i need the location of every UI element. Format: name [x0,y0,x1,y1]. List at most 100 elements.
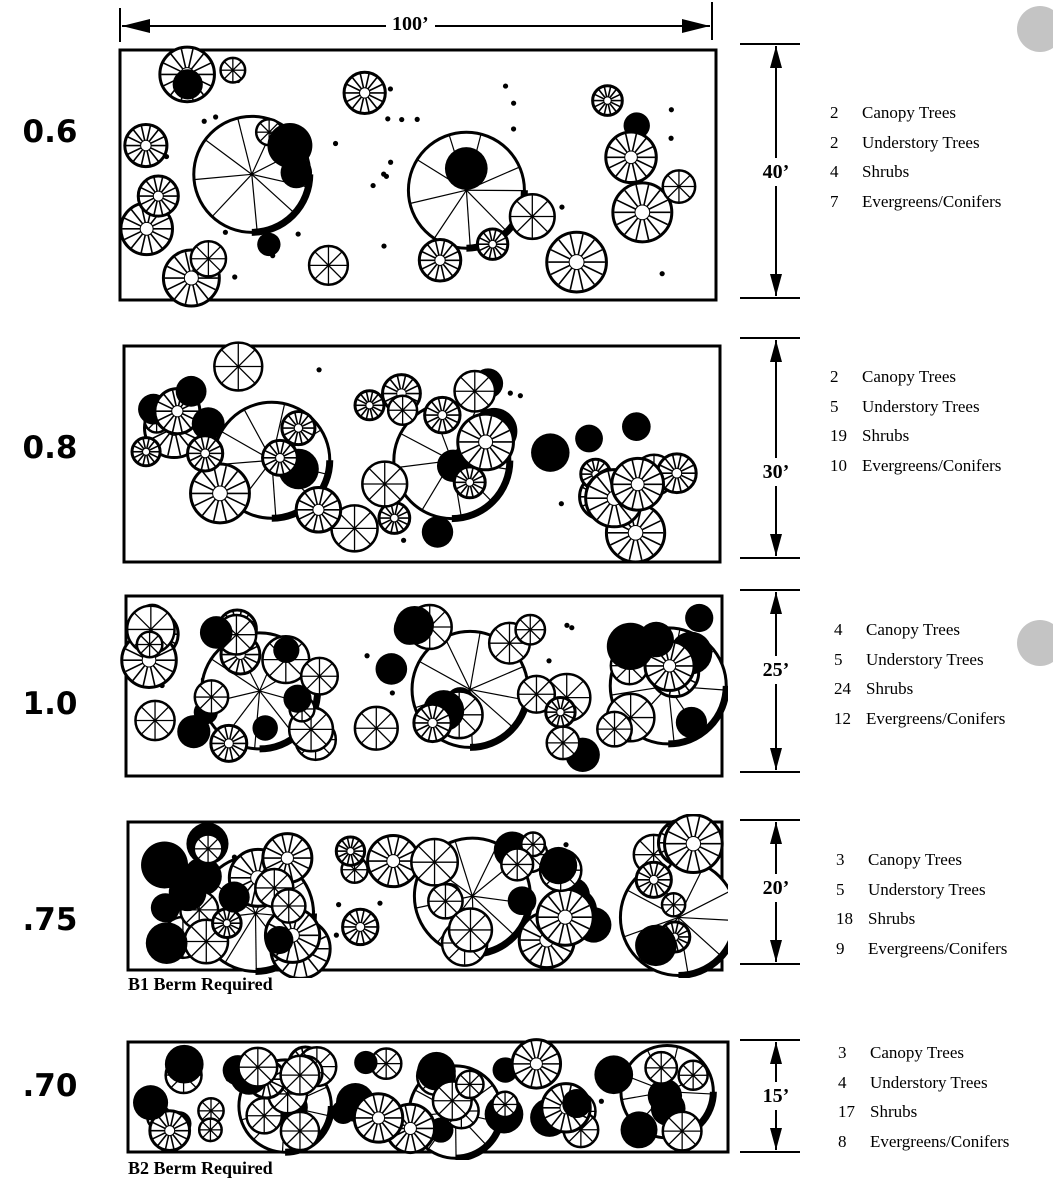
evergreen-symbol [252,715,277,740]
evergreen-symbol [354,1051,377,1074]
evergreen-symbol [257,233,280,256]
ground-cover-dot [503,83,508,88]
evergreen-symbol [331,1100,355,1124]
evergreen-symbol [176,376,207,407]
planting-plan-panel-1 [120,44,800,306]
ground-cover-dot [518,393,523,398]
ground-cover-dot [546,658,551,663]
berm-note-panel-5: B2 Berm Required [128,1158,273,1178]
evergreen-symbol [676,707,707,738]
ground-cover-dot [511,126,516,131]
evergreen-symbol [376,653,408,685]
ground-cover-dot [336,902,341,907]
ground-cover-dot [388,160,393,165]
evergreen-symbol [445,147,488,190]
ground-cover-dot [370,183,375,188]
ground-cover-dot [381,172,386,177]
planting-plan-panel-2 [124,338,800,562]
ground-cover-dot [213,114,218,119]
evergreen-symbol [133,1085,168,1120]
evergreen-symbol [635,925,676,966]
ground-cover-dot [390,690,395,695]
berm-note-panel-4: B1 Berm Required [128,974,273,994]
opacity-label-panel-1: 0.6 [0,114,100,150]
width-label-panel-5: 15’ [754,1082,798,1110]
ground-cover-dot [296,231,301,236]
width-dimension-panel-2 [740,338,800,558]
evergreen-symbol [621,1111,658,1148]
ground-cover-dot [401,538,406,543]
ground-cover-dot [316,367,321,372]
ground-cover-dot [333,141,338,146]
evergreen-symbol [265,926,293,954]
evergreen-symbol [638,622,673,657]
evergreen-symbol [219,882,250,913]
planting-plan-panel-3 [122,590,800,776]
ground-cover-dot [377,901,382,906]
evergreen-symbol [575,425,603,453]
ground-cover-dot [381,243,386,248]
ground-cover-dot [559,204,564,209]
evergreen-symbol [622,412,651,441]
width-label-panel-1: 40’ [754,158,798,186]
ground-cover-dot [511,101,516,106]
ground-cover-dot [388,86,393,91]
ground-cover-dot [415,117,420,122]
width-label-panel-4: 20’ [754,874,798,902]
ground-cover-dot [334,933,339,938]
evergreen-symbol [165,1045,204,1084]
overall-width-label: 100’ [386,12,435,36]
ground-cover-dot [399,117,404,122]
evergreen-symbol [200,616,233,649]
planting-plan-panel-4 [128,815,800,979]
planting-plan-panel-5 [128,1040,800,1159]
ground-cover-dot [385,116,390,121]
evergreen-symbol [594,1055,633,1094]
evergreen-symbol [422,516,453,547]
ground-cover-dot [202,119,207,124]
ground-cover-dot [660,271,665,276]
evergreen-symbol [273,637,299,663]
ground-cover-dot [599,1099,604,1104]
evergreen-symbol [685,604,713,632]
width-label-panel-2: 30’ [754,458,798,486]
opacity-label-panel-3: 1.0 [0,686,100,722]
ground-cover-dot [508,391,513,396]
evergreen-symbol [267,123,312,168]
width-label-panel-3: 25’ [754,656,798,684]
ground-cover-dot [564,623,569,628]
evergreen-symbol [169,873,207,911]
opacity-label-panel-4: .75 [0,902,100,938]
ground-cover-dot [559,501,564,506]
ground-cover-dot [223,230,228,235]
evergreen-symbol [177,715,210,748]
evergreen-symbol [531,433,569,471]
evergreen-symbol [395,606,434,645]
evergreen-symbol [146,922,188,964]
evergreen-symbol [562,1089,591,1118]
ground-cover-dot [569,625,574,630]
opacity-label-panel-5: .70 [0,1068,100,1104]
